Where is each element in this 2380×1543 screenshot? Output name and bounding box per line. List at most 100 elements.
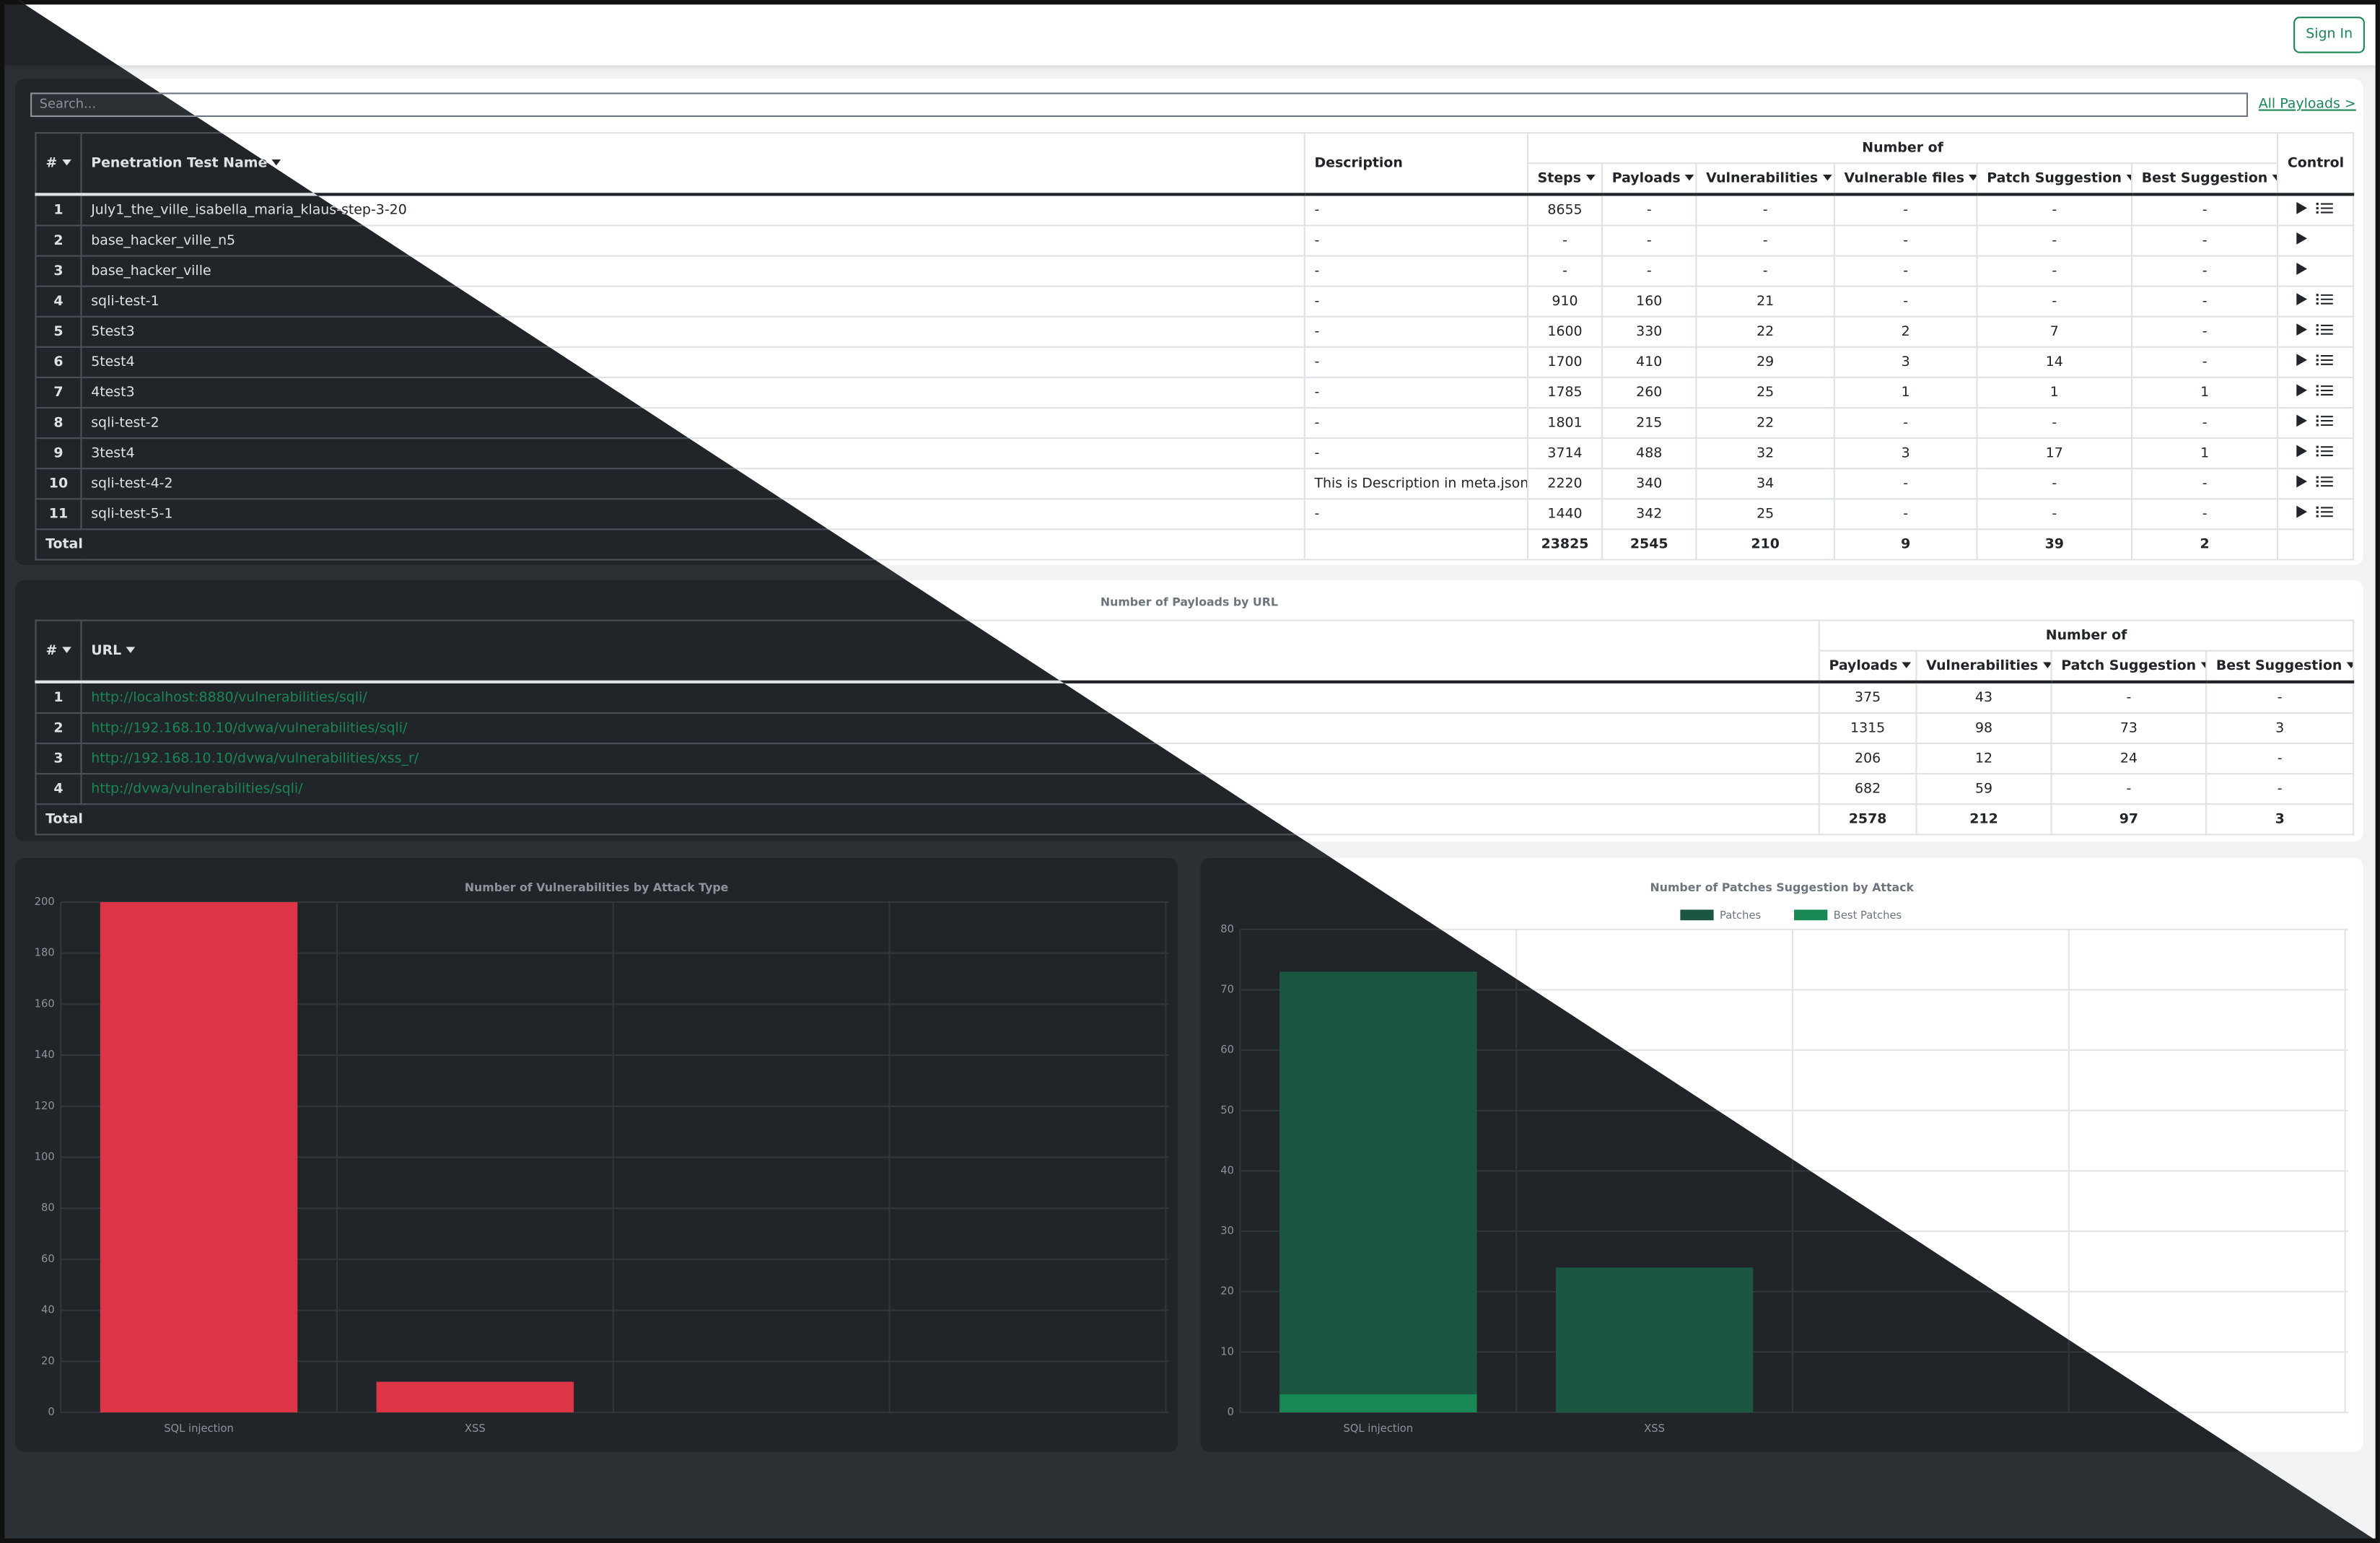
- table-cell: 488: [1601, 437, 1697, 470]
- list-button[interactable]: [2315, 476, 2332, 487]
- total-cell: 210: [1695, 528, 1835, 561]
- controls: [2277, 285, 2355, 318]
- table-cell: -: [2131, 193, 2279, 227]
- list-button[interactable]: [2315, 354, 2332, 366]
- column-header[interactable]: Vulnerabilities: [1695, 162, 1835, 196]
- row-index: 1: [35, 681, 82, 714]
- url-link[interactable]: http://localhost:8880/vulnerabilities/sq…: [91, 690, 367, 706]
- control-icons: [2296, 505, 2332, 518]
- table-cell: -: [1695, 224, 1835, 257]
- table-cell: -: [1303, 315, 1529, 348]
- play-button[interactable]: [2296, 323, 2307, 336]
- column-header[interactable]: Patch Suggestion: [2050, 650, 2208, 683]
- sign-in-button[interactable]: Sign In: [2293, 17, 2365, 53]
- url-link[interactable]: http://dvwa/vulnerabilities/sqli/: [91, 781, 303, 797]
- url-link[interactable]: http://192.168.10.10/dvwa/vulnerabilitie…: [91, 720, 408, 736]
- x-tick-label: SQL injection: [1343, 1422, 1413, 1435]
- y-tick-label: 10: [1220, 1345, 1234, 1358]
- table-cell: 260: [1601, 376, 1697, 409]
- table-cell: 29: [1695, 346, 1835, 378]
- column-header[interactable]: Steps: [1526, 162, 1604, 196]
- column-header[interactable]: Payloads: [1601, 162, 1697, 196]
- table-cell: 910: [1526, 285, 1604, 318]
- table-cell: 8655: [1526, 193, 1604, 227]
- column-header[interactable]: #: [35, 132, 82, 196]
- list-button[interactable]: [2315, 202, 2332, 214]
- all-payloads-link[interactable]: All Payloads >: [2258, 97, 2356, 113]
- total-cell: 97: [2050, 803, 2208, 836]
- y-tick-label: 140: [35, 1049, 55, 1061]
- controls: [2277, 224, 2355, 257]
- row-index: 3: [35, 743, 82, 775]
- table-cell: 22: [1695, 406, 1835, 440]
- bar: [1279, 971, 1477, 1412]
- total-cell: 23825: [1526, 528, 1604, 561]
- table-cell: 25: [1695, 376, 1835, 409]
- play-button[interactable]: [2296, 505, 2307, 518]
- play-button[interactable]: [2296, 475, 2307, 488]
- play-button[interactable]: [2296, 201, 2307, 214]
- play-button[interactable]: [2296, 354, 2307, 367]
- play-button[interactable]: [2296, 384, 2307, 397]
- column-header[interactable]: Vulnerable files: [1833, 162, 1978, 196]
- table-cell: 59: [1915, 773, 2052, 805]
- list-button[interactable]: [2315, 294, 2332, 305]
- row-index: 9: [35, 437, 82, 470]
- column-header[interactable]: Best Suggestion: [2205, 650, 2355, 683]
- column-header[interactable]: Vulnerabilities: [1915, 650, 2052, 683]
- table-cell: 3714: [1526, 437, 1604, 470]
- table-cell: [1303, 528, 1529, 561]
- controls: [2277, 406, 2355, 440]
- play-button[interactable]: [2296, 232, 2307, 245]
- table-cell: 25: [1695, 498, 1835, 530]
- column-header[interactable]: Payloads: [1818, 650, 1917, 683]
- controls: [2277, 437, 2355, 470]
- y-tick-label: 160: [35, 997, 55, 1010]
- header-row: #Penetration Test NameDescriptionNumber …: [35, 132, 2355, 196]
- table-cell: -: [1833, 285, 1978, 318]
- play-button[interactable]: [2296, 414, 2307, 427]
- list-button[interactable]: [2315, 385, 2332, 396]
- table-cell: -: [1526, 255, 1604, 287]
- chart-card: Number of Vulnerabilities by Attack Type…: [15, 857, 1178, 1452]
- x-tick-label: XSS: [465, 1422, 486, 1435]
- column-header[interactable]: #: [35, 619, 82, 683]
- list-button[interactable]: [2315, 445, 2332, 457]
- table-cell: -: [1976, 498, 2133, 530]
- total-cell: 9: [1833, 528, 1978, 561]
- column-header[interactable]: Patch Suggestion: [1976, 162, 2133, 196]
- table-cell: 1: [1833, 376, 1978, 409]
- navbar: Sign In: [18, 4, 2376, 66]
- list-button[interactable]: [2315, 324, 2332, 336]
- bar: [1279, 1394, 1477, 1412]
- row-index: 3: [35, 255, 82, 287]
- table-cell: 1700: [1526, 346, 1604, 378]
- column-header[interactable]: Best Suggestion: [2131, 162, 2279, 196]
- table-cell: -: [1303, 255, 1529, 287]
- table-cell: -: [1303, 376, 1529, 409]
- table-cell: -: [1833, 468, 1978, 500]
- table-cell: 24: [2050, 743, 2208, 775]
- control-icons: [2296, 445, 2332, 458]
- list-button[interactable]: [2315, 506, 2332, 517]
- table-cell: 206: [1818, 743, 1917, 775]
- y-tick-label: 60: [41, 1253, 55, 1265]
- table-cell: 2220: [1526, 468, 1604, 500]
- play-button[interactable]: [2296, 293, 2307, 305]
- play-button[interactable]: [2296, 263, 2307, 275]
- table-cell: -: [1303, 437, 1529, 470]
- column-header: Number of: [1818, 619, 2355, 652]
- y-tick-label: 20: [1220, 1285, 1234, 1298]
- controls: [2277, 468, 2355, 500]
- column-header: Number of: [1526, 132, 2279, 165]
- chart: 0 20 40 60 80 100 120 140 160 180 200 SQL injection…: [35, 896, 1169, 1435]
- table-cell: 215: [1601, 406, 1697, 440]
- search-input[interactable]: Search...: [30, 92, 2248, 118]
- play-button[interactable]: [2296, 445, 2307, 458]
- list-button[interactable]: [2315, 415, 2332, 427]
- url-link[interactable]: http://192.168.10.10/dvwa/vulnerabilitie…: [91, 751, 419, 766]
